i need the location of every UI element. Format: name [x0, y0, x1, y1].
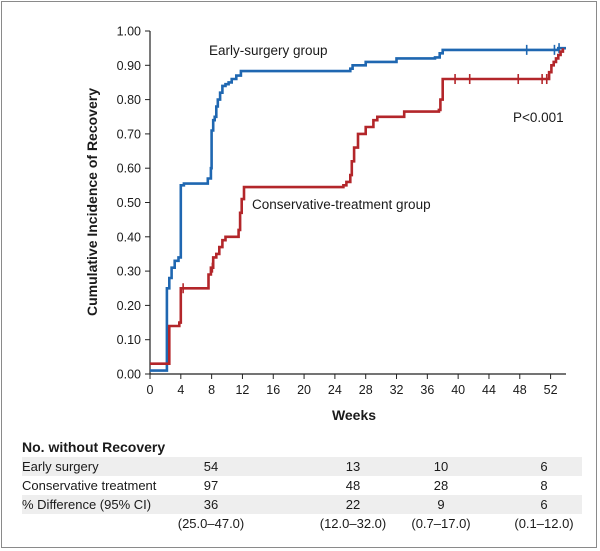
y-tick-label: 0.30 — [117, 265, 141, 279]
risk-cell: 8 — [540, 478, 548, 493]
y-tick-label: 0.80 — [117, 93, 141, 107]
risk-row-confidence-interval: (25.0–47.0) (12.0–32.0) (0.7–17.0) (0.1–… — [22, 514, 582, 533]
y-tick-label: 1.00 — [117, 25, 141, 39]
y-tick-label: 0.90 — [117, 59, 141, 73]
risk-table-title: No. without Recovery — [22, 439, 166, 455]
risk-row-label: % Difference (95% CI) — [22, 497, 152, 512]
risk-cell: (0.7–17.0) — [411, 516, 471, 531]
x-tick-label: 52 — [544, 383, 558, 397]
y-tick-label: 0.00 — [117, 368, 141, 382]
x-tick-label: 8 — [208, 383, 215, 397]
risk-row-early-surgery: Early surgery 54 13 10 6 — [22, 457, 582, 476]
y-tick-label: 0.40 — [117, 230, 141, 244]
y-tick-label: 0.70 — [117, 127, 141, 141]
y-tick-label: 0.60 — [117, 162, 141, 176]
x-tick-label: 48 — [513, 383, 527, 397]
y-axis-title: Cumulative Incidence of Recovery — [84, 88, 100, 316]
legend-conservative-treatment: Conservative-treatment group — [252, 197, 431, 212]
risk-cell: 48 — [345, 478, 361, 493]
x-tick-label: 28 — [359, 383, 373, 397]
risk-row-label: Early surgery — [22, 459, 99, 474]
risk-cell: 6 — [540, 459, 548, 474]
x-tick-label: 36 — [420, 383, 434, 397]
risk-cell: (0.1–12.0) — [514, 516, 574, 531]
x-tick-label: 20 — [297, 383, 311, 397]
risk-cell: 22 — [345, 497, 361, 512]
x-tick-label: 40 — [451, 383, 465, 397]
series-line — [150, 46, 566, 372]
risk-table: No. without Recovery Early surgery 54 13… — [22, 437, 582, 533]
y-tick-label: 0.50 — [117, 196, 141, 210]
risk-cell: 10 — [433, 459, 449, 474]
x-tick-label: 44 — [482, 383, 496, 397]
risk-row-conservative-treatment: Conservative treatment 97 48 28 8 — [22, 476, 582, 495]
x-tick-label: 32 — [390, 383, 404, 397]
series-layer — [150, 43, 566, 372]
x-axis-title: Weeks — [332, 407, 376, 423]
risk-cell: 36 — [203, 497, 219, 512]
x-tick-label: 4 — [177, 383, 184, 397]
risk-cell: 54 — [203, 459, 219, 474]
y-tick-label: 0.10 — [117, 333, 141, 347]
x-tick-label: 12 — [235, 383, 249, 397]
p-value-annotation: P<0.001 — [513, 110, 564, 125]
risk-cell: 13 — [345, 459, 361, 474]
series-early-surgery — [150, 43, 566, 372]
legend-early-surgery: Early-surgery group — [209, 43, 328, 58]
risk-cell: 6 — [540, 497, 548, 512]
x-tick-label: 24 — [328, 383, 342, 397]
risk-cell: (25.0–47.0) — [177, 516, 245, 531]
series-conservative-treatment — [150, 48, 565, 365]
y-ticks: 0.00 0.10 0.20 0.30 0.40 0.50 0.60 0.70 0.80 0.90… — [117, 25, 150, 382]
series-line — [150, 48, 565, 365]
risk-cell: 9 — [437, 497, 445, 512]
x-tick-label: 16 — [266, 383, 280, 397]
risk-row-label: Conservative treatment — [22, 478, 157, 493]
risk-row-percent-difference: % Difference (95% CI) 36 22 9 6 — [22, 495, 582, 514]
risk-cell: 28 — [433, 478, 449, 493]
y-tick-label: 0.20 — [117, 299, 141, 313]
risk-cell: (12.0–32.0) — [319, 516, 387, 531]
x-ticks: 0 4 8 12 16 20 24 28 32 36 40 44 48 52 — [147, 374, 558, 397]
recovery-chart: 0.00 0.10 0.20 0.30 0.40 0.50 0.60 0.70 0.80 0.90… — [84, 25, 566, 423]
x-tick-label: 0 — [147, 383, 154, 397]
risk-cell: 97 — [203, 478, 219, 493]
